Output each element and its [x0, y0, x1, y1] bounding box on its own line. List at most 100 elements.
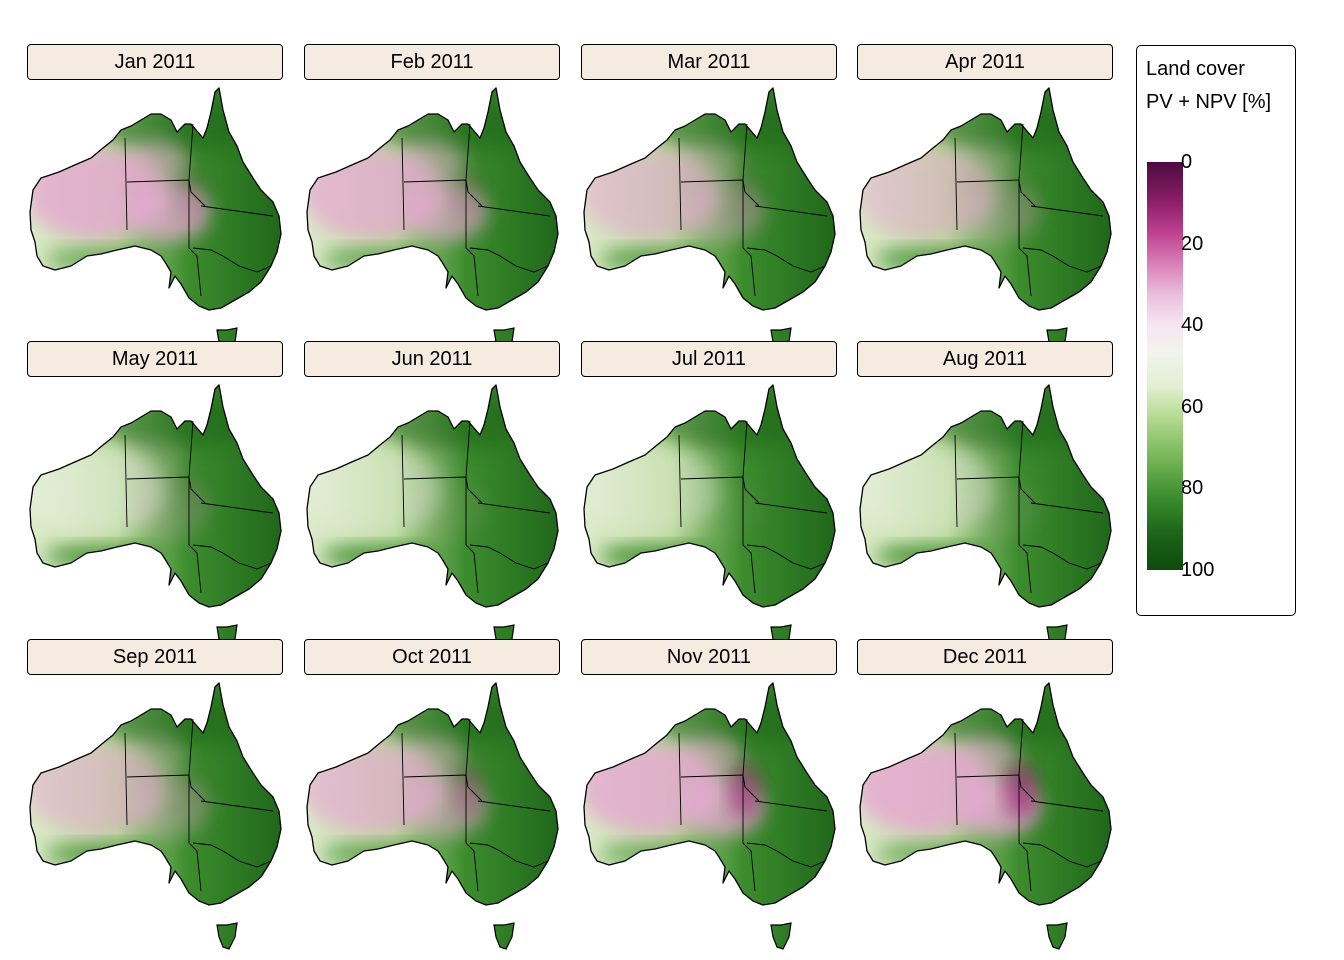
state-border	[680, 476, 760, 504]
facet-strip: Nov 2011	[581, 639, 837, 675]
central-interior	[960, 479, 1040, 539]
month-map	[859, 682, 1112, 950]
colorbar-tick-label: 40	[1181, 314, 1204, 337]
northern-vegetation	[372, 691, 532, 747]
northern-vegetation	[95, 393, 255, 449]
state-border	[403, 476, 483, 504]
state-border	[126, 179, 206, 207]
state-border	[1018, 718, 1024, 776]
coastline	[859, 682, 1112, 906]
state-border	[200, 502, 274, 514]
coastline	[583, 87, 836, 311]
northern-vegetation	[649, 393, 809, 449]
facet-strip: Sep 2011	[27, 639, 283, 675]
northern-interior	[398, 140, 466, 184]
facet-strip: Jan 2011	[27, 44, 283, 80]
state-border	[1022, 544, 1102, 570]
northern-interior	[675, 437, 743, 481]
tasmania-coastline	[770, 922, 792, 950]
month-map	[29, 87, 282, 355]
northern-vegetation	[925, 393, 1085, 449]
desert-core	[452, 168, 484, 224]
state-border	[1018, 775, 1032, 892]
state-border	[465, 718, 471, 776]
coastline	[859, 87, 1112, 311]
state-border	[469, 842, 549, 868]
month-map	[583, 682, 836, 950]
state-border	[403, 179, 483, 207]
month-map	[583, 87, 836, 355]
month-map	[29, 384, 282, 652]
state-border	[954, 434, 958, 528]
northern-interior	[398, 735, 466, 779]
state-border	[742, 477, 756, 594]
northern-vegetation	[649, 96, 809, 152]
coastline	[859, 384, 1112, 608]
state-border	[126, 476, 206, 504]
northern-interior	[951, 735, 1019, 779]
state-border	[188, 420, 194, 478]
facet-strip: May 2011	[27, 341, 283, 377]
central-interior	[684, 479, 764, 539]
colorbar-tick	[1183, 488, 1190, 490]
coastline	[583, 682, 836, 906]
northern-interior	[675, 735, 743, 779]
state-border	[746, 247, 826, 273]
state-border	[1030, 502, 1104, 514]
state-border	[1018, 180, 1032, 297]
northern-interior	[121, 437, 189, 481]
state-border	[956, 476, 1036, 504]
coastline	[306, 682, 559, 906]
colorbar-tick-label: 20	[1181, 232, 1204, 255]
state-border	[401, 434, 405, 528]
northern-vegetation	[95, 691, 255, 747]
northern-interior	[951, 437, 1019, 481]
facet-strip: Jul 2011	[581, 341, 837, 377]
state-border	[401, 732, 405, 826]
state-border	[1022, 842, 1102, 868]
land-cover-field	[30, 683, 281, 949]
state-border	[188, 775, 202, 892]
state-border	[124, 434, 128, 528]
colorbar-tick	[1183, 570, 1190, 571]
month-map	[859, 384, 1112, 652]
legend-title-line1: Land cover	[1146, 58, 1245, 80]
month-map	[29, 682, 282, 950]
month-map	[859, 87, 1112, 355]
northern-vegetation	[372, 96, 532, 152]
state-border	[746, 544, 826, 570]
desert-core	[1005, 763, 1037, 819]
colorbar-tick	[1183, 406, 1190, 408]
desert-core	[175, 168, 207, 224]
month-map	[306, 384, 559, 652]
desert-core	[729, 168, 761, 224]
land-cover-field	[30, 385, 281, 651]
state-border	[678, 434, 682, 528]
land-cover-field	[307, 88, 558, 354]
facet-strip: Jun 2011	[304, 341, 560, 377]
state-border	[754, 800, 828, 812]
state-border	[746, 842, 826, 868]
coastline	[583, 384, 836, 608]
facet-strip: Mar 2011	[581, 44, 837, 80]
northern-interior	[398, 437, 466, 481]
land-cover-field	[860, 683, 1111, 949]
land-cover-field	[584, 385, 835, 651]
state-border	[188, 477, 202, 594]
land-cover-field	[30, 88, 281, 354]
land-cover-field	[860, 88, 1111, 354]
facet-strip: Apr 2011	[857, 44, 1113, 80]
state-border	[403, 774, 483, 802]
state-border	[465, 477, 479, 594]
state-border	[469, 544, 549, 570]
colorbar-tick	[1183, 325, 1190, 327]
state-border	[200, 205, 274, 217]
land-cover-field	[307, 683, 558, 949]
land-cover-field	[584, 683, 835, 949]
state-border	[678, 732, 682, 826]
state-border	[956, 179, 1036, 207]
northern-vegetation	[372, 393, 532, 449]
desert-core	[1005, 168, 1037, 224]
northern-interior	[121, 735, 189, 779]
state-border	[742, 180, 756, 297]
